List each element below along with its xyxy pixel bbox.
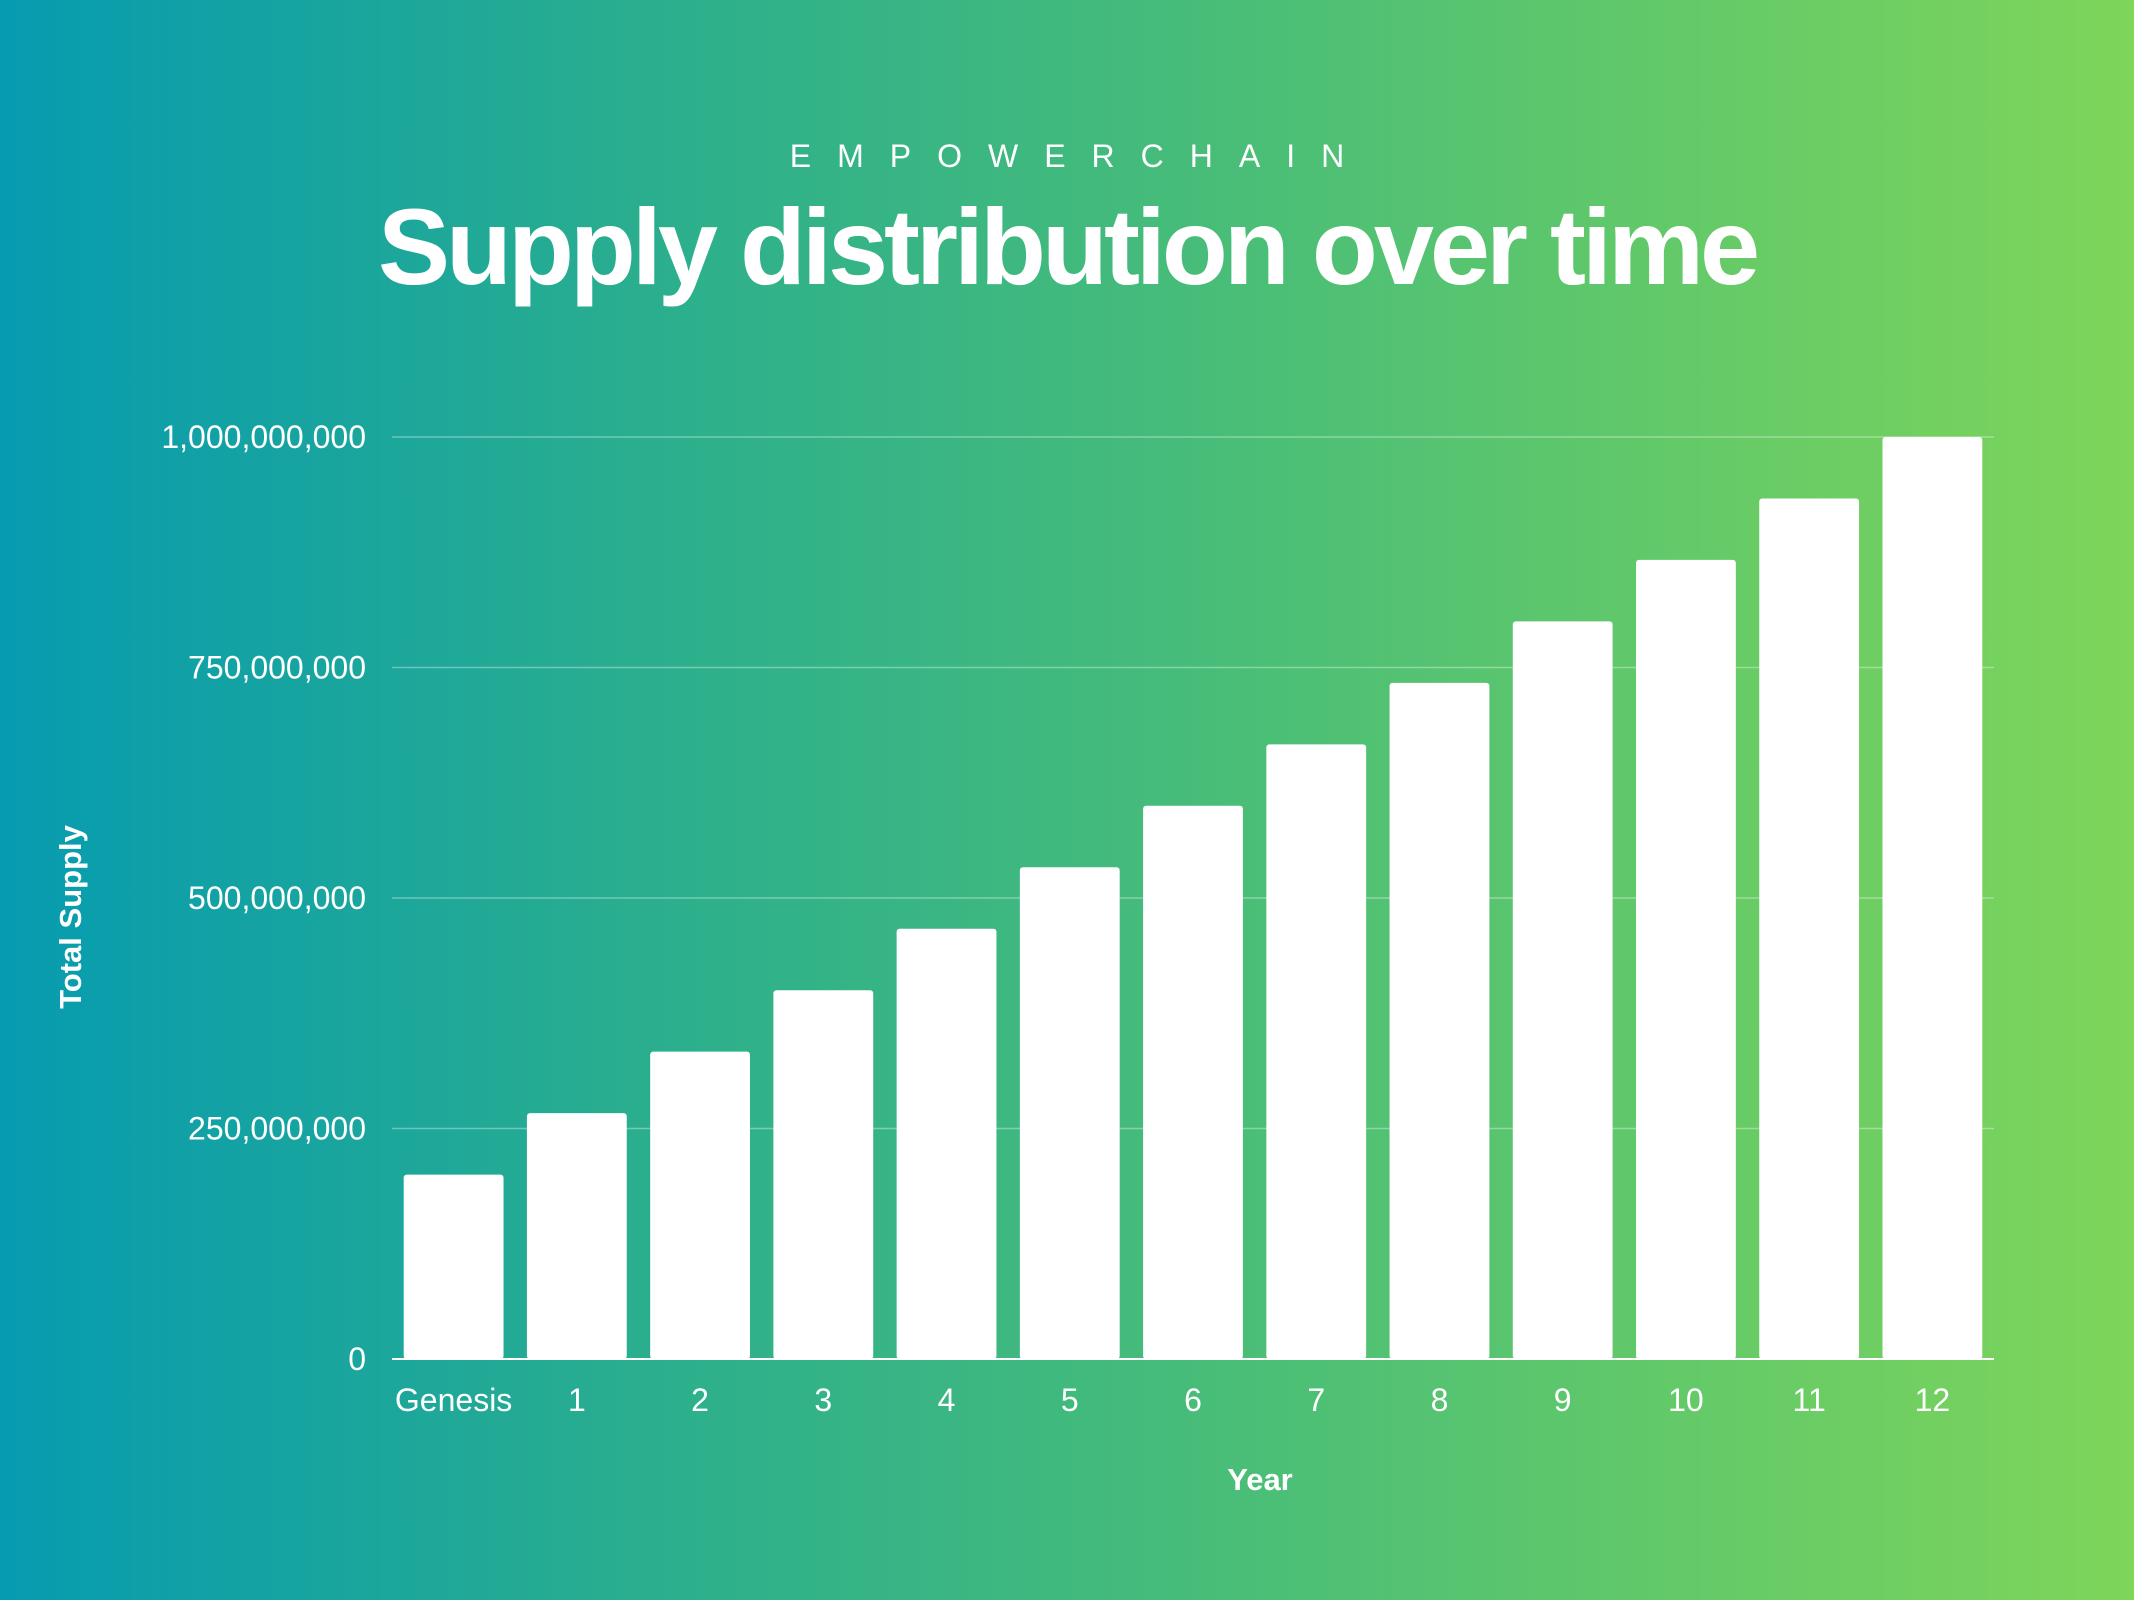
x-tick-label: 1 (568, 1382, 586, 1418)
bar (1882, 437, 1983, 1359)
y-tick-label: 750,000,000 (188, 650, 366, 686)
chart-title: Supply distribution over time (377, 186, 1760, 307)
y-axis-label: Total Supply (53, 824, 88, 1008)
x-tick-label: 6 (1184, 1382, 1202, 1418)
bar (1266, 744, 1367, 1359)
x-tick-label: Genesis (395, 1382, 512, 1418)
x-axis-ticks: Genesis 1 2 3 4 5 6 7 8 9 10 11 12 (395, 1382, 1950, 1418)
y-tick-label: 0 (348, 1341, 366, 1377)
bar (1389, 682, 1490, 1359)
bar (1019, 867, 1120, 1359)
x-tick-label: 8 (1431, 1382, 1449, 1418)
x-tick-label: 3 (814, 1382, 832, 1418)
x-tick-label: 11 (1793, 1382, 1826, 1418)
x-tick-label: 9 (1554, 1382, 1572, 1418)
bar (1759, 498, 1860, 1359)
bar (896, 928, 997, 1359)
x-tick-label: 10 (1668, 1382, 1704, 1418)
y-tick-label: 500,000,000 (188, 880, 366, 916)
x-axis-label: Year (1227, 1462, 1293, 1497)
x-tick-label: 5 (1061, 1382, 1079, 1418)
bar (403, 1174, 504, 1359)
bars (403, 437, 1983, 1359)
x-tick-label: 7 (1307, 1382, 1325, 1418)
bar (773, 990, 874, 1359)
brand-label: EMPOWERCHAIN (789, 138, 1371, 174)
y-axis-ticks: 0 250,000,000 500,000,000 750,000,000 1,000,… (161, 419, 366, 1377)
bar (650, 1051, 750, 1359)
bar (1512, 621, 1613, 1359)
y-tick-label: 1,000,000,000 (161, 419, 366, 455)
bar (1636, 559, 1736, 1359)
x-tick-label: 2 (691, 1382, 709, 1418)
x-tick-label: 12 (1915, 1382, 1951, 1418)
x-tick-label: 4 (938, 1382, 956, 1418)
bar (526, 1113, 627, 1359)
bar (1143, 805, 1243, 1359)
y-tick-label: 250,000,000 (188, 1111, 366, 1147)
